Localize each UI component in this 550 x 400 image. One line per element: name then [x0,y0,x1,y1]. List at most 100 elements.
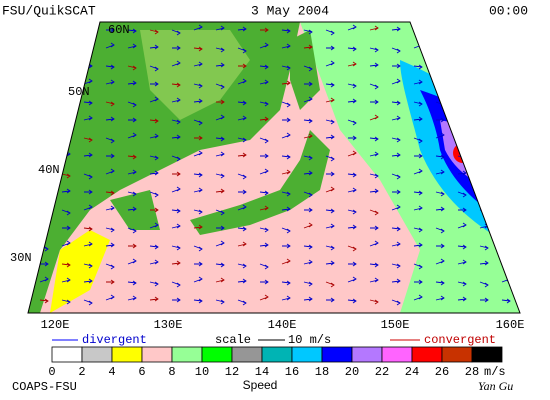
wind-arrow [501,224,511,230]
wind-arrow [524,100,532,104]
wind-arrow [238,63,247,69]
wind-arrow [479,29,489,36]
wind-arrow [105,294,115,301]
wind-arrow [237,100,247,106]
colorbar-tick-label: 24 [405,365,419,379]
wind-arrow [457,191,467,198]
wind-arrow [259,227,269,233]
wind-arrow [480,297,489,303]
wind-arrow [458,81,467,87]
wind-arrow [216,99,225,105]
wind-arrow [391,47,401,54]
wind-arrow [127,227,137,234]
wind-arrow [457,65,467,72]
wind-arrow [391,263,401,269]
wind-arrow [435,132,445,139]
wind-arrow [413,242,423,248]
colorbar-tick-label: 2 [78,365,85,379]
wind-arrow [303,296,313,302]
wind-arrow [237,204,247,211]
wind-arrow [193,245,203,252]
wind-arrow [391,204,401,211]
scale-value: 10 m/s [288,333,331,347]
wind-arrow [149,244,159,250]
wind-arrow [62,99,71,105]
divergent-label: divergent [82,333,147,347]
wind-arrow [369,62,379,68]
wind-arrow [83,278,93,284]
wind-arrow [347,83,357,89]
wind-arrow [105,101,115,107]
wind-arrow [260,153,269,159]
wind-arrow [303,133,313,139]
wind-arrow [303,281,313,287]
wind-arrow [259,190,269,196]
wind-arrow [83,137,93,143]
wind-arrow [347,172,357,178]
wind-arrow [435,28,445,34]
map [28,22,532,313]
wind-arrow [457,296,467,302]
wind-arrow [347,24,357,31]
wind-arrow [325,281,335,288]
wind-arrow [171,281,181,288]
wind-arrow [524,263,532,267]
wind-arrow [83,152,93,158]
wind-arrow [457,244,467,250]
wind-arrow [524,300,532,304]
wind-arrow [39,150,49,157]
wind-arrow [524,26,532,30]
wind-arrow [414,27,423,33]
wind-arrow [83,173,93,180]
wind-arrow [149,281,159,287]
wind-arrow [215,136,225,142]
colorbar-swatch [231,346,263,363]
wind-arrow [259,137,269,144]
wind-arrow [127,132,137,139]
colorbar-swatch [381,346,413,363]
wind-arrow [194,135,203,141]
wind-arrow [215,299,225,305]
wind-arrow [83,78,93,85]
latitude-label: 50N [68,85,90,99]
colorbar-tick-label: 6 [138,365,145,379]
wind-arrow [237,152,247,158]
wind-arrow [303,118,313,124]
wind-arrow [348,261,357,267]
wind-arrow [348,135,357,141]
colorbar-tick-label: 18 [315,365,329,379]
wind-arrow [215,25,225,31]
wind-arrow [172,45,181,51]
wind-arrow [39,119,49,126]
wind-arrow [215,240,225,247]
wind-arrow [347,298,357,304]
wind-arrow [325,119,335,125]
wind-arrow [149,29,159,35]
colorbar-swatch [201,346,233,363]
colorbar-tick-label: 28 [465,365,479,379]
wind-arrow [347,245,357,252]
colorbar-swatch [261,346,293,363]
wind-arrow [281,80,291,86]
wind-arrow [281,132,291,139]
latitude-label: 30N [10,251,32,265]
wind-arrow [501,298,511,304]
colorbar-swatch [321,346,353,363]
wind-arrow [127,258,137,265]
time: 00:00 [489,3,528,18]
wind-arrow [215,173,225,179]
wind-arrow [171,97,181,103]
wind-arrow [171,29,181,36]
wind-arrow [369,114,379,121]
wind-arrow [281,227,291,234]
wind-arrow [61,240,71,247]
convergent-label: convergent [424,333,496,347]
wind-arrow [479,119,489,125]
wind-arrow [237,137,247,143]
wind-arrow [369,188,379,194]
wind-arrow [259,42,269,49]
wind-arrow [281,206,291,212]
wind-arrow [347,209,357,215]
colorbar-tick-label: 12 [225,365,239,379]
colorbar-tick-label: 22 [375,365,389,379]
